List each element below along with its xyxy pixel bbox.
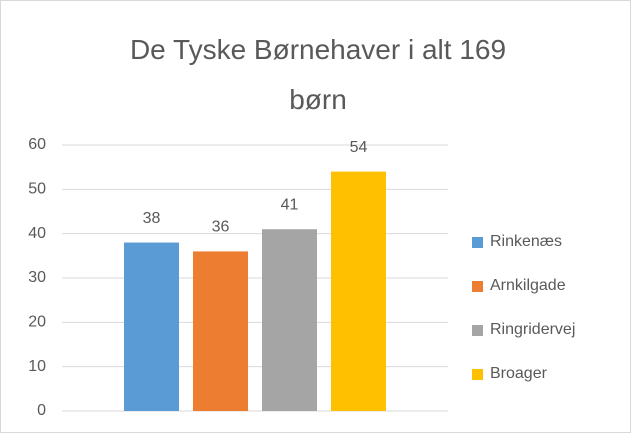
y-tick-label: 40 (28, 225, 46, 242)
bar (124, 242, 179, 411)
legend-label: Rinkenæs (490, 233, 562, 250)
y-tick-label: 50 (28, 181, 46, 198)
data-label: 54 (350, 139, 368, 156)
y-tick-label: 60 (28, 136, 46, 153)
y-tick-label: 30 (28, 269, 46, 286)
bar (193, 251, 248, 411)
y-tick-label: 20 (28, 314, 46, 331)
data-label: 41 (281, 196, 299, 213)
legend-label: Ringridervej (490, 321, 575, 338)
legend-swatch (472, 369, 483, 380)
bar (262, 229, 317, 411)
data-label: 38 (143, 210, 161, 227)
legend-swatch (472, 325, 483, 336)
data-label: 36 (212, 219, 230, 236)
y-tick-label: 10 (28, 358, 46, 375)
legend-label: Arnkilgade (490, 277, 566, 294)
legend-label: Broager (490, 365, 548, 382)
y-tick-label: 0 (37, 402, 46, 419)
legend-swatch (472, 237, 483, 248)
chart-title: De Tyske Børnehaver i alt 169 børn (129, 34, 507, 115)
bar (331, 171, 386, 411)
legend-swatch (472, 281, 483, 292)
